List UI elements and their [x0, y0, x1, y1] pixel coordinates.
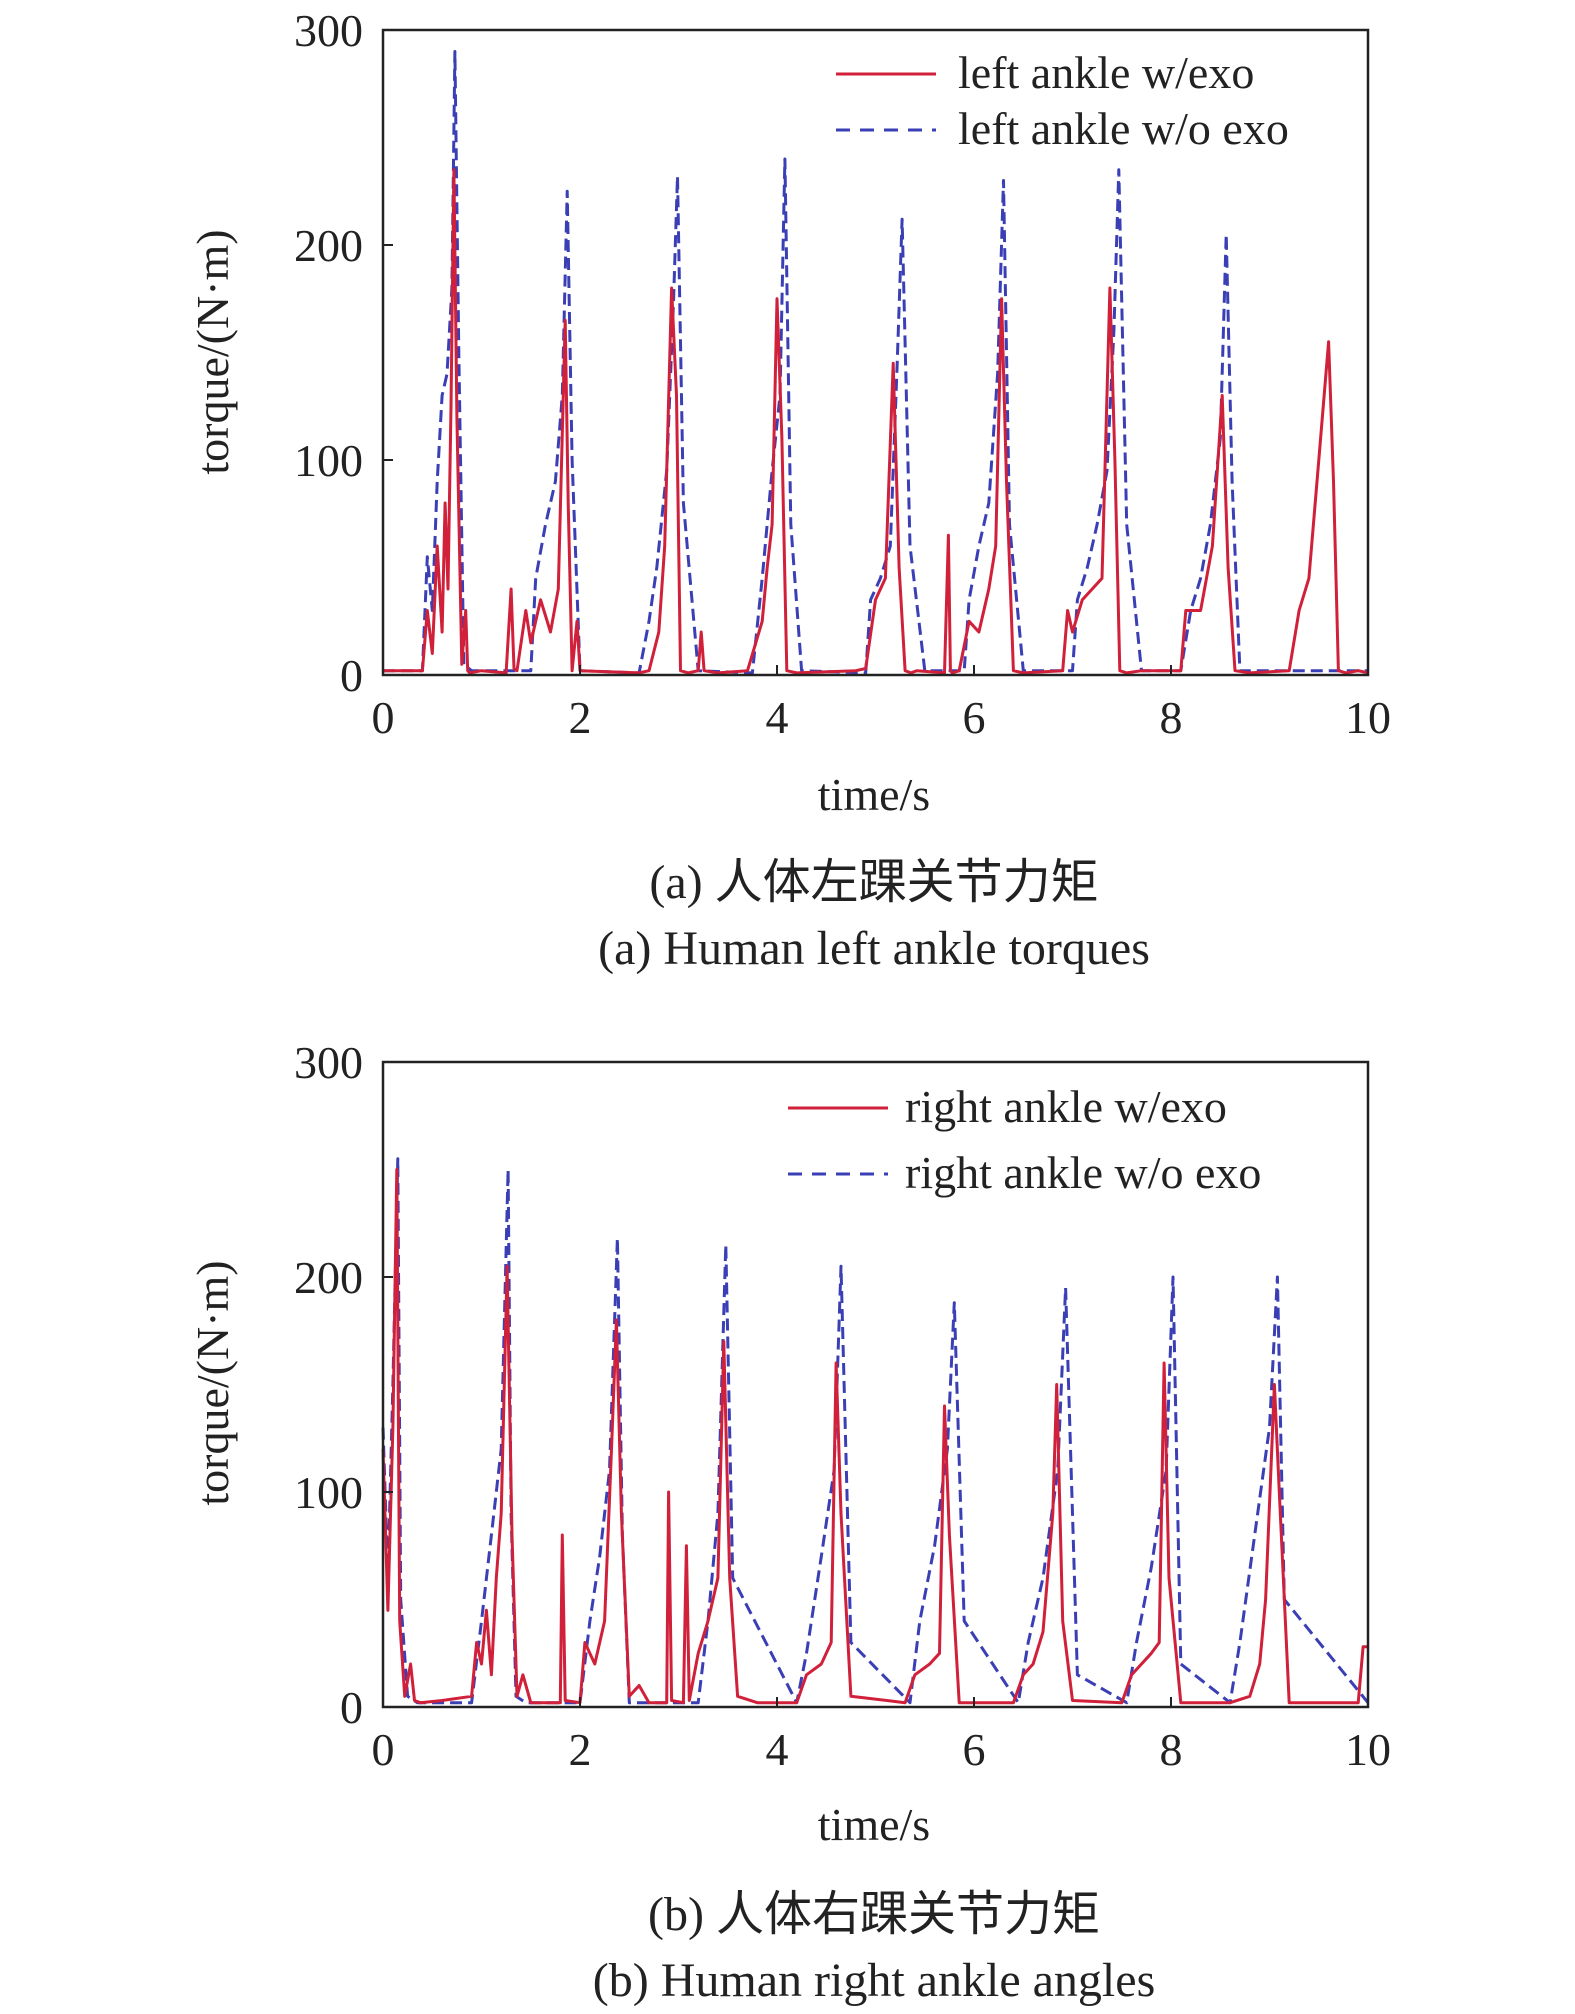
legend-label-left-wo-exo: left ankle w/o exo	[958, 103, 1289, 154]
series-line-without-exo-b	[381, 1157, 1370, 1705]
y-axis-label-a: torque/(N·m)	[187, 229, 238, 474]
legend-a: left ankle w/exo left ankle w/o exo	[836, 47, 1289, 154]
y-tick-label: 0	[340, 650, 363, 701]
caption-en-b: (b) Human right ankle angles	[593, 1954, 1156, 2007]
y-tick-label: 100	[294, 1467, 363, 1518]
series-line-with-exo-a	[383, 168, 1369, 675]
y-tick-label: 300	[294, 1037, 363, 1088]
x-tick-label: 6	[963, 1724, 986, 1775]
y-tick-label: 200	[294, 1252, 363, 1303]
x-tick-label: 8	[1160, 1724, 1183, 1775]
legend-b: right ankle w/exo right ankle w/o exo	[788, 1081, 1261, 1198]
x-tick-label: 8	[1160, 692, 1183, 743]
x-axis-label-b: time/s	[818, 1799, 930, 1850]
legend-label-right-wo-exo: right ankle w/o exo	[905, 1147, 1261, 1198]
plot-frame-b	[381, 1060, 1370, 1709]
x-tick-label: 2	[569, 1724, 592, 1775]
series-lines-a	[383, 50, 1369, 675]
series-lines-b	[381, 1157, 1370, 1705]
y-axis-label-b: torque/(N·m)	[187, 1260, 238, 1505]
x-tick-label: 4	[766, 1724, 789, 1775]
caption-en-a: (a) Human left ankle torques	[598, 922, 1150, 975]
y-tick-label: 200	[294, 220, 363, 271]
plot-frame-a	[381, 28, 1370, 677]
y-tick-label: 300	[294, 5, 363, 56]
caption-cn-b: (b) 人体右踝关节力矩	[648, 1888, 1100, 1941]
x-tick-label: 10	[1345, 1724, 1391, 1775]
legend-label-right-w-exo: right ankle w/exo	[905, 1081, 1227, 1132]
x-tick-label: 0	[372, 692, 395, 743]
series-line-with-exo-b	[381, 1168, 1368, 1705]
x-tick-label: 0	[372, 1724, 395, 1775]
legend-label-left-w-exo: left ankle w/exo	[958, 47, 1254, 98]
x-tick-label: 4	[766, 692, 789, 743]
y-tick-label: 0	[340, 1682, 363, 1733]
x-tick-label: 2	[569, 692, 592, 743]
x-axis-label-a: time/s	[818, 769, 930, 820]
x-tick-label: 6	[963, 692, 986, 743]
y-tick-label: 100	[294, 435, 363, 486]
caption-cn-a: (a) 人体左踝关节力矩	[649, 856, 1098, 909]
x-tick-label: 10	[1345, 692, 1391, 743]
